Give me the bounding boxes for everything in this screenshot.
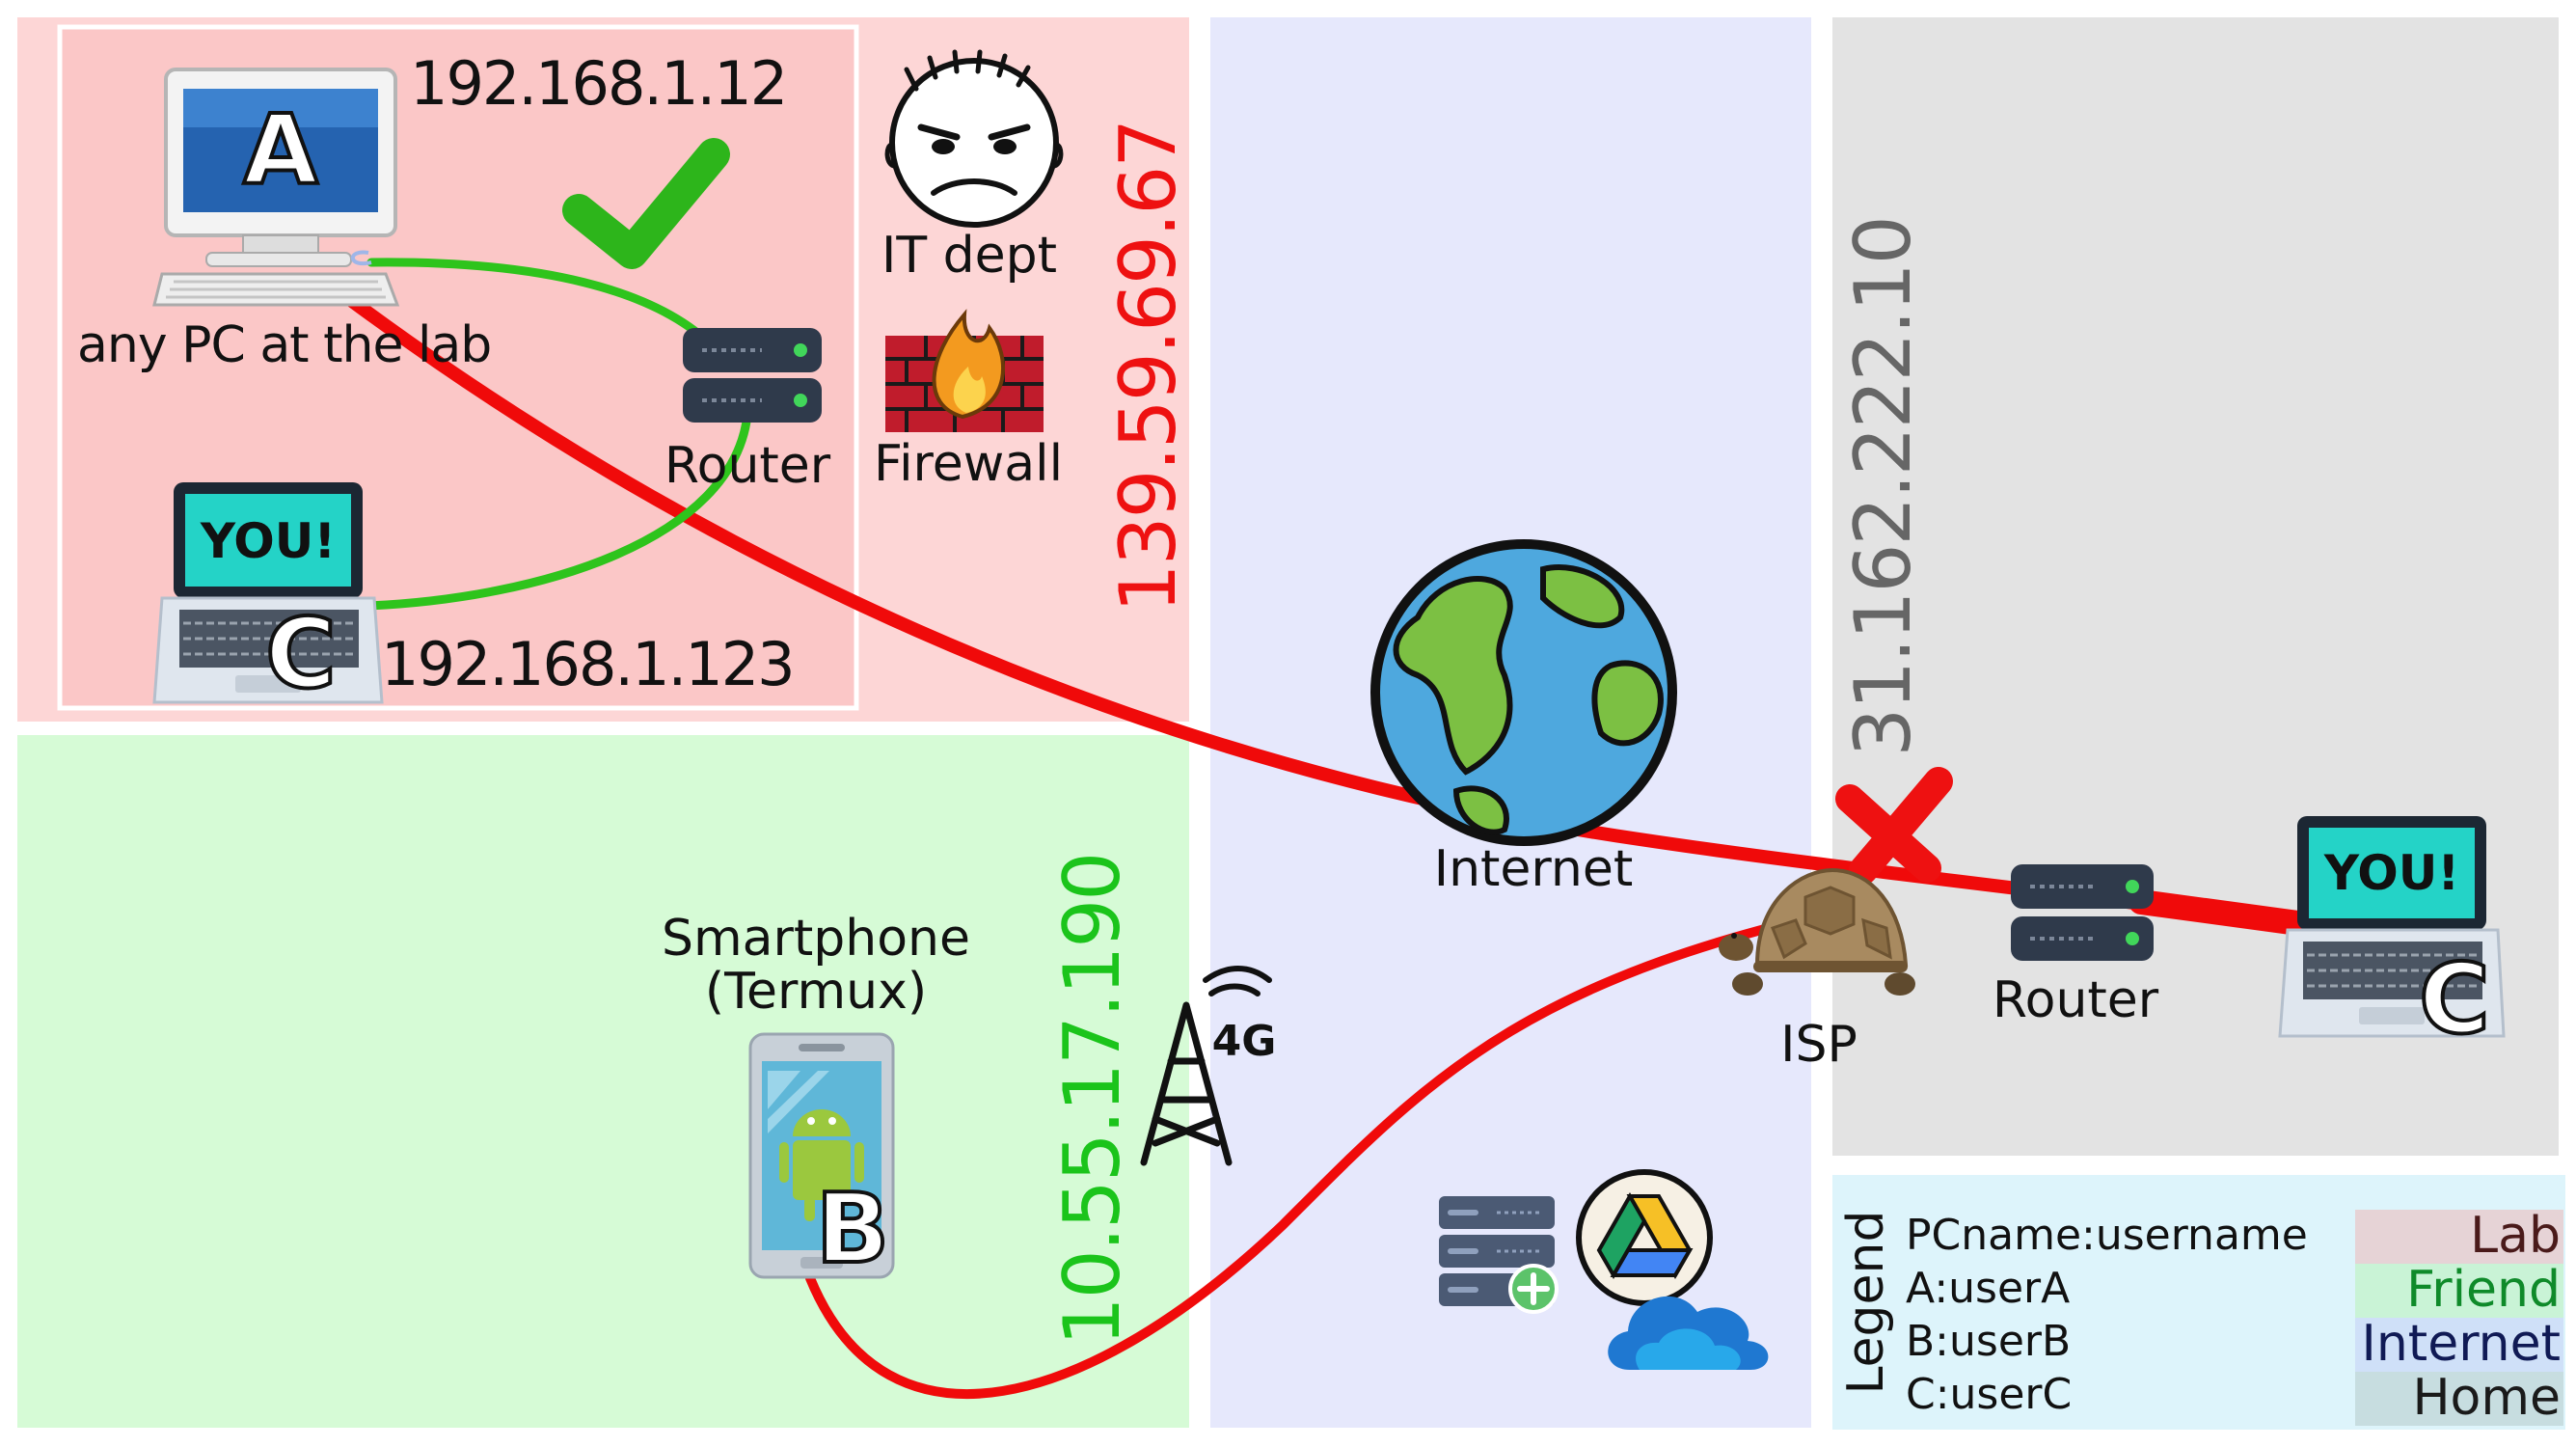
- legend-row-3: C:userC: [1906, 1370, 2072, 1419]
- friend-region: [17, 735, 1189, 1428]
- legend-key-friend: Friend: [2406, 1261, 2561, 1319]
- cell-tower-4g-icon: [1140, 966, 1272, 1166]
- isp-label: ISP: [1780, 1016, 1857, 1074]
- smartphone-b-icon: [748, 1032, 895, 1279]
- pc-a-ip: 192.168.1.12: [410, 48, 786, 119]
- google-drive-icon: [1576, 1169, 1713, 1306]
- legend-row-2: B:userB: [1906, 1317, 2071, 1366]
- laptop-c-home-screen-text: YOU!: [2323, 845, 2459, 901]
- pc-a-letter: A: [243, 94, 317, 206]
- legend-key-home-swatch: [2355, 1372, 2563, 1426]
- blocked-x-icon: [1835, 767, 1953, 885]
- legend-row-0: PCname:username: [1906, 1211, 2308, 1260]
- pc-a-to-router-link: [366, 258, 719, 352]
- home-router-to-laptop-link: [2129, 889, 2318, 937]
- laptop-c-home-letter: C: [2419, 942, 2489, 1055]
- legend-key-internet: Internet: [2362, 1315, 2561, 1373]
- onedrive-cloud-icon: [1608, 1296, 1769, 1370]
- home-router-icon: [2011, 864, 2154, 961]
- friend-public-ip: 10.55.17.190: [1047, 854, 1137, 1346]
- server-add-icon: [1439, 1196, 1559, 1314]
- laptop-c-lab-ip: 192.168.1.123: [381, 629, 794, 699]
- firewall-label: Firewall: [874, 435, 1063, 493]
- smartphone-caption-line1: Smartphone: [662, 910, 970, 968]
- internet-label: Internet: [1434, 840, 1633, 898]
- home-router-label: Router: [1993, 971, 2159, 1029]
- laptop-c-to-router-link: [364, 410, 752, 611]
- lab-router-icon: [683, 328, 822, 423]
- laptop-c-lab-icon: [152, 482, 384, 704]
- legend-row-1: A:userA: [1906, 1264, 2070, 1313]
- smartphone-caption-line2: (Termux): [705, 963, 927, 1021]
- phone-to-isp-link: [805, 897, 1885, 1399]
- laptop-c-lab-letter: C: [265, 597, 336, 710]
- cell-tower-4g-label: 4G: [1212, 1017, 1277, 1066]
- legend-title: Legend: [1837, 1210, 1895, 1394]
- it-dept-face-icon: [884, 49, 1064, 228]
- lab-public-ip: 139.59.69.67: [1103, 121, 1193, 613]
- pc-a-caption: any PC at the lab: [77, 316, 491, 374]
- laptop-c-lab-screen-text: YOU!: [200, 513, 336, 569]
- desktop-pc-a-icon: [152, 68, 400, 307]
- smartphone-b-letter: B: [816, 1172, 889, 1285]
- firewall-icon: [885, 309, 1044, 432]
- legend-key-home: Home: [2412, 1369, 2561, 1427]
- checkmark-icon: [562, 138, 730, 269]
- legend-key-internet-swatch: [2355, 1318, 2563, 1372]
- it-dept-label: IT dept: [881, 227, 1057, 285]
- laptop-c-home-icon: [2278, 816, 2506, 1038]
- globe-icon: [1370, 539, 1677, 846]
- legend-key-friend-swatch: [2355, 1264, 2563, 1318]
- legend-key-lab: Lab: [2470, 1207, 2561, 1265]
- home-public-ip: 31.162.222.10: [1838, 217, 1928, 756]
- legend-key-lab-swatch: [2355, 1210, 2563, 1264]
- lab-router-label: Router: [664, 437, 831, 495]
- isp-turtle-icon: [1719, 867, 1915, 996]
